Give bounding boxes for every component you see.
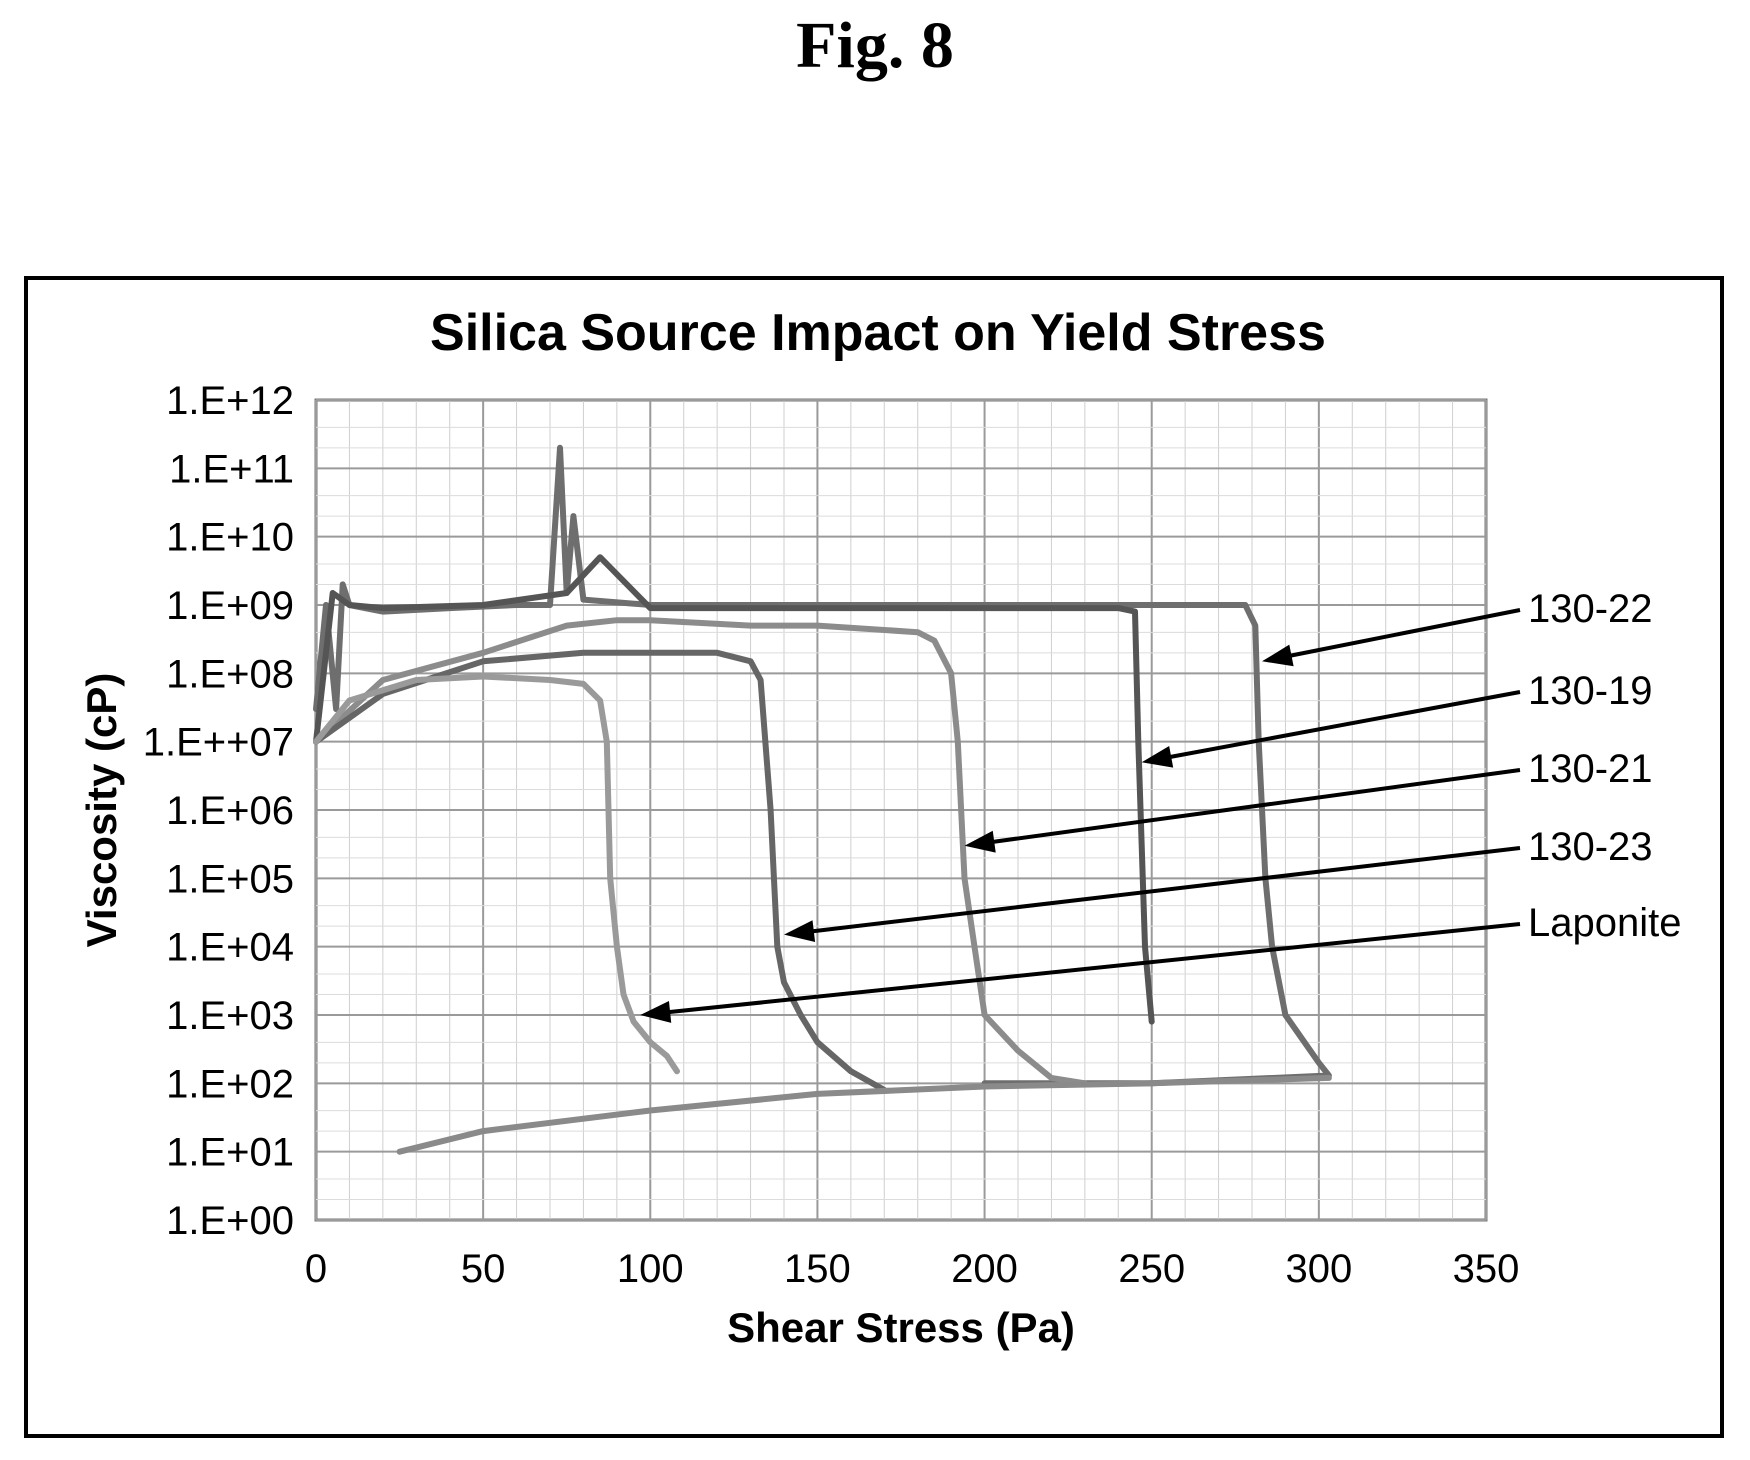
y-tick-label: 1.E+11 — [169, 447, 294, 491]
x-tick-label: 300 — [1285, 1247, 1352, 1291]
callout-label: 130-23 — [1528, 825, 1653, 869]
x-axis-title: Shear Stress (Pa) — [727, 1304, 1075, 1351]
chart-frame: Silica Source Impact on Yield Stress 0 50… — [24, 276, 1724, 1438]
y-tick-label: 1.E+06 — [166, 789, 294, 833]
x-tick-label: 150 — [784, 1247, 851, 1291]
series-line-laponite — [313, 673, 680, 1075]
callout-arrowhead — [964, 830, 996, 853]
series-layer — [313, 444, 1332, 1155]
series-line-130-23 — [313, 649, 888, 1093]
series-line-130-19 — [313, 554, 1155, 1025]
x-tick-label: 250 — [1118, 1247, 1185, 1291]
callout-layer: 130-22 130-19 130-21 130-23 Laponite — [640, 587, 1681, 1023]
y-tick-label: 1.E+01 — [166, 1131, 294, 1175]
grid-layer — [315, 399, 1487, 1221]
callout-arrowhead — [640, 1000, 672, 1023]
x-tick-label: 350 — [1453, 1247, 1520, 1291]
x-tick-label: 50 — [461, 1247, 506, 1291]
callout-arrowhead — [1141, 745, 1174, 768]
y-tick-label: 1.E++07 — [143, 721, 294, 765]
y-tick-label: 1.E+02 — [166, 1062, 294, 1106]
y-tick-label: 1.E+03 — [166, 994, 294, 1038]
callout-label: 130-21 — [1528, 747, 1653, 791]
y-tick-label: 1.E+09 — [166, 584, 294, 628]
figure-label: Fig. 8 — [796, 9, 954, 82]
callout-line — [1166, 690, 1521, 760]
y-tick-label: 1.E+05 — [166, 857, 294, 901]
callout-arrowhead — [784, 920, 816, 943]
callout-line — [809, 846, 1521, 934]
chart-title: Silica Source Impact on Yield Stress — [430, 304, 1326, 362]
y-tick-label: 1.E+10 — [166, 516, 294, 560]
y-tick-label: 1.E+00 — [166, 1199, 294, 1243]
callout-label: 130-22 — [1528, 587, 1653, 631]
chart-svg: Silica Source Impact on Yield Stress 0 50… — [78, 304, 1681, 1351]
x-tick-label: 0 — [305, 1247, 327, 1291]
y-tick-label: 1.E+04 — [166, 926, 294, 970]
callout-label: 130-19 — [1528, 669, 1653, 713]
callout-label: Laponite — [1528, 901, 1681, 945]
callout-line — [990, 768, 1521, 845]
y-axis-title: Viscosity (cP) — [78, 673, 125, 948]
x-tick-label: 200 — [951, 1247, 1018, 1291]
callout-line — [1287, 608, 1521, 659]
y-tick-label: 1.E+08 — [166, 652, 294, 696]
y-tick-label: 1.E+12 — [166, 379, 294, 423]
callout-line — [665, 922, 1521, 1015]
x-tick-label: 100 — [617, 1247, 684, 1291]
callout-arrowhead — [1262, 644, 1294, 667]
tick-layer: 0 50 100 150 200 250 300 350 1.E+00 1.E+01 1.E+02 1… — [143, 379, 1520, 1291]
series-line-5 — [396, 1074, 1332, 1155]
series-line-130-21 — [313, 617, 1088, 1087]
